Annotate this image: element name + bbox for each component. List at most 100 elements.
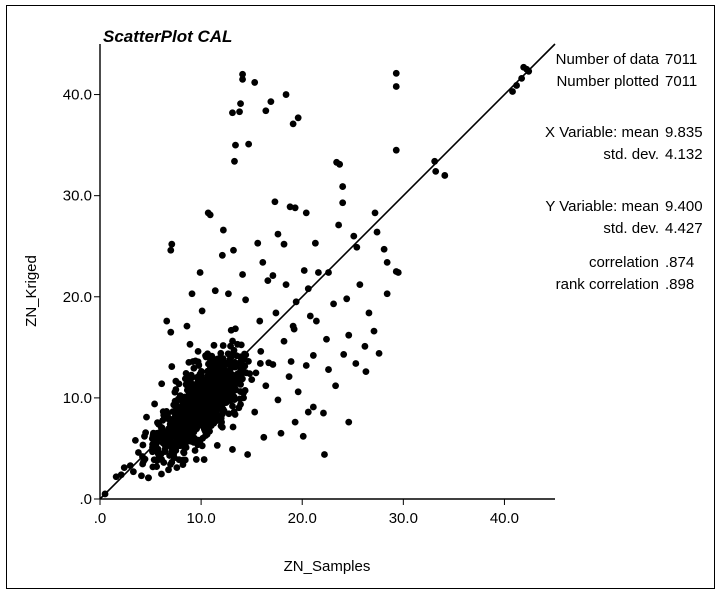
data-point [373, 228, 381, 236]
y-tick-label: 40.0 [63, 87, 92, 104]
stat-value: .898 [665, 276, 694, 293]
data-point [271, 198, 279, 206]
data-point [186, 389, 193, 397]
data-point [282, 91, 290, 98]
data-point [154, 450, 162, 458]
data-point [315, 269, 322, 276]
data-point [311, 239, 319, 247]
data-point [300, 267, 308, 274]
data-point [210, 341, 218, 349]
stat-value: 7011 [665, 51, 697, 68]
data-point [192, 456, 200, 463]
data-point [325, 366, 332, 373]
data-point [229, 446, 236, 453]
data-point [229, 423, 237, 431]
data-point [251, 408, 259, 416]
data-point [138, 472, 145, 480]
data-point [230, 408, 238, 416]
data-point [339, 183, 347, 190]
data-point [259, 259, 267, 266]
data-point [204, 381, 212, 389]
data-point [202, 410, 209, 418]
data-point [171, 388, 179, 396]
data-point [167, 328, 175, 336]
stat-value: 9.835 [665, 124, 703, 141]
x-tick-label: 30.0 [389, 510, 418, 527]
x-tick-label: 20.0 [288, 510, 317, 527]
x-tick-label: 40.0 [490, 510, 519, 527]
data-point [224, 350, 232, 358]
data-point [217, 422, 225, 430]
data-point [185, 358, 193, 366]
data-point [194, 436, 202, 444]
data-point [131, 436, 139, 444]
reference-line [99, 43, 556, 500]
stat-value: 9.400 [665, 198, 703, 215]
x-tick-label: .0 [94, 510, 107, 527]
data-point [161, 448, 169, 455]
data-point [217, 399, 225, 407]
data-point [239, 75, 246, 83]
data-point [309, 403, 317, 411]
data-point [245, 357, 252, 365]
data-point [204, 350, 211, 358]
data-point [225, 290, 232, 298]
data-point [356, 281, 364, 289]
data-point [392, 69, 400, 77]
stat-value: 4.132 [665, 146, 703, 163]
data-point [142, 429, 150, 437]
data-point [274, 396, 282, 404]
data-point [169, 408, 177, 416]
data-point [165, 466, 172, 474]
stat-label: X Variable: mean [545, 124, 659, 141]
data-point [195, 390, 203, 398]
data-point [177, 426, 185, 434]
data-point [151, 400, 159, 408]
data-point [237, 100, 244, 108]
data-point [188, 290, 196, 298]
data-point [143, 413, 150, 421]
data-point [198, 307, 206, 315]
stat-label: Y Variable: mean [545, 198, 659, 215]
data-point [285, 373, 293, 381]
data-point [509, 88, 516, 95]
data-point [237, 341, 245, 349]
data-point [323, 335, 330, 343]
y-tick-label: 30.0 [63, 188, 92, 205]
data-point [168, 448, 176, 455]
data-point [304, 285, 312, 293]
data-point [188, 425, 195, 432]
stat-value: 7011 [665, 73, 697, 90]
data-point [213, 442, 221, 449]
data-point [274, 230, 282, 238]
stat-label: std. dev. [603, 146, 659, 163]
data-point [224, 382, 232, 390]
data-point [186, 340, 194, 348]
y-tick-label: 20.0 [63, 289, 92, 306]
data-point [215, 360, 223, 368]
data-point [159, 439, 167, 447]
data-point [232, 141, 239, 149]
data-point [209, 358, 217, 365]
data-point [198, 418, 206, 426]
data-point [144, 474, 152, 482]
data-point [312, 317, 320, 325]
data-point [289, 120, 297, 128]
data-point [180, 402, 188, 410]
data-point [289, 322, 297, 330]
data-point [280, 240, 288, 248]
data-point [375, 350, 383, 357]
data-point [282, 281, 290, 289]
data-point [264, 277, 272, 284]
y-tick-label: 10.0 [63, 390, 92, 407]
data-point [244, 451, 252, 458]
data-point [394, 269, 402, 276]
data-point [229, 350, 237, 358]
data-point [219, 342, 227, 349]
data-point [336, 160, 344, 168]
data-point [186, 377, 194, 384]
data-point [230, 246, 237, 254]
chart-title: ScatterPlot CAL [103, 27, 232, 46]
data-point [272, 309, 280, 317]
x-axis-label: ZN_Samples [284, 558, 371, 575]
